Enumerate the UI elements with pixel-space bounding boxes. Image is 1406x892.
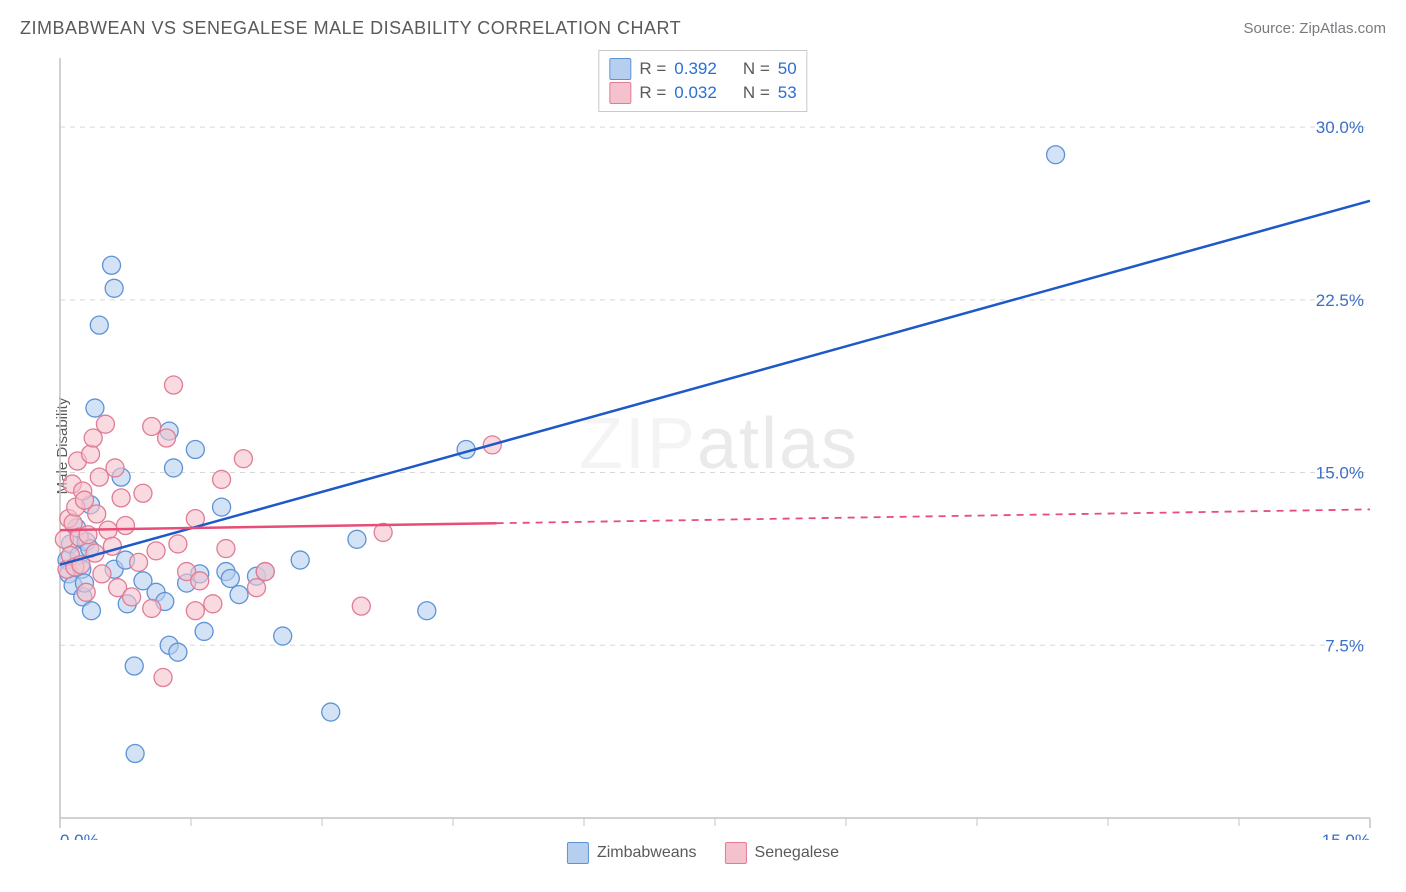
plot-area: ZIPatlas 7.5%15.0%22.5%30.0%0.0%15.0% bbox=[50, 48, 1388, 840]
series-legend: Zimbabweans Senegalese bbox=[567, 842, 839, 864]
legend-label-1: Zimbabweans bbox=[597, 844, 697, 862]
n-value-1: 50 bbox=[778, 57, 797, 81]
chart-title: ZIMBABWEAN VS SENEGALESE MALE DISABILITY… bbox=[20, 18, 681, 39]
svg-text:0.0%: 0.0% bbox=[60, 831, 99, 840]
n-label: N = bbox=[743, 81, 770, 105]
source-label: Source: ZipAtlas.com bbox=[1243, 20, 1386, 37]
legend-item-1: Zimbabweans bbox=[567, 842, 697, 864]
correlation-legend: R = 0.392 N = 50 R = 0.032 N = 53 bbox=[598, 50, 807, 112]
r-label: R = bbox=[639, 81, 666, 105]
legend-label-2: Senegalese bbox=[755, 844, 840, 862]
swatch-series-1 bbox=[609, 58, 631, 80]
n-value-2: 53 bbox=[778, 81, 797, 105]
r-value-2: 0.032 bbox=[674, 81, 717, 105]
svg-text:7.5%: 7.5% bbox=[1325, 636, 1364, 655]
legend-row-2: R = 0.032 N = 53 bbox=[609, 81, 796, 105]
n-label: N = bbox=[743, 57, 770, 81]
legend-item-2: Senegalese bbox=[725, 842, 840, 864]
swatch-series-1-b bbox=[567, 842, 589, 864]
swatch-series-2-b bbox=[725, 842, 747, 864]
chart-svg: 7.5% 15.0% 22.5% 30.0% 0.0% 15.0% bbox=[50, 48, 1388, 840]
legend-row-1: R = 0.392 N = 50 bbox=[609, 57, 796, 81]
r-label: R = bbox=[639, 57, 666, 81]
r-value-1: 0.392 bbox=[674, 57, 717, 81]
svg-text:22.5%: 22.5% bbox=[1316, 291, 1364, 310]
svg-text:15.0%: 15.0% bbox=[1322, 831, 1370, 840]
swatch-series-2 bbox=[609, 82, 631, 104]
header-row: ZIMBABWEAN VS SENEGALESE MALE DISABILITY… bbox=[20, 18, 1386, 39]
svg-text:15.0%: 15.0% bbox=[1316, 464, 1364, 483]
svg-text:30.0%: 30.0% bbox=[1316, 118, 1364, 137]
chart-container: ZIMBABWEAN VS SENEGALESE MALE DISABILITY… bbox=[0, 0, 1406, 892]
